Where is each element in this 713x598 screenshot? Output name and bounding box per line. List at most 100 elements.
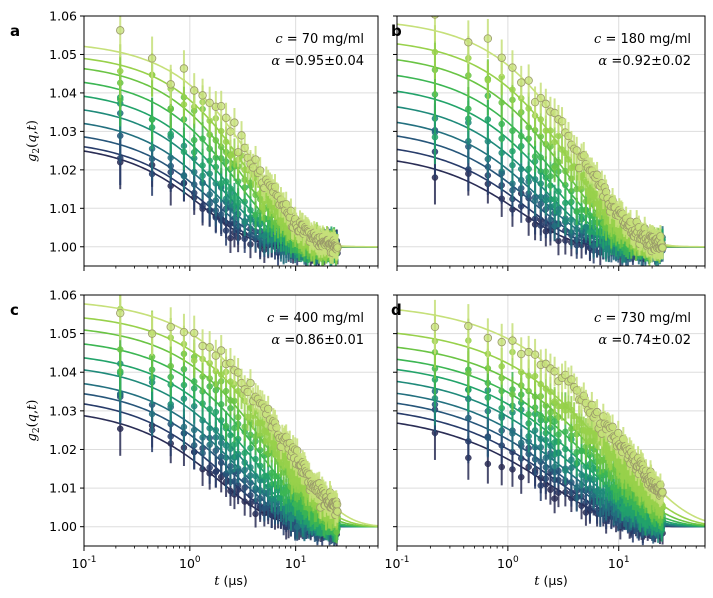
- data-point: [484, 116, 492, 123]
- data-point: [180, 172, 188, 180]
- plot-area: [84, 295, 378, 546]
- data-point: [234, 199, 242, 206]
- y-tick-label: 1.04: [49, 365, 77, 380]
- data-point: [590, 242, 597, 249]
- data-point: [180, 101, 188, 108]
- data-point: [222, 422, 230, 430]
- data-point: [167, 362, 174, 370]
- data-point: [547, 486, 554, 494]
- y-axis: [393, 15, 397, 248]
- x-axis: [83, 266, 379, 271]
- data-point: [658, 243, 667, 252]
- data-point: [572, 146, 581, 155]
- data-point: [586, 505, 594, 512]
- data-point: [517, 439, 525, 447]
- data-point: [199, 162, 206, 169]
- data-point: [241, 218, 248, 226]
- data-point: [555, 188, 562, 195]
- annotation-alpha: α =0.86±0.01: [271, 333, 364, 348]
- data-point: [180, 148, 188, 156]
- panel-b: b c = 180 mg/ml α =0.92±0.02: [391, 15, 706, 271]
- data-point: [205, 343, 214, 352]
- data-point: [116, 26, 125, 35]
- data-point: [562, 167, 569, 175]
- data-point: [247, 206, 254, 214]
- data-point: [147, 54, 157, 63]
- data-point: [568, 216, 575, 223]
- data-point: [230, 118, 239, 127]
- panel-letter: a: [10, 22, 20, 40]
- series-9: [116, 295, 342, 527]
- data-point: [199, 135, 206, 142]
- data-point: [147, 329, 157, 338]
- data-point: [222, 178, 230, 185]
- y-axis: 1.00 1.01 1.02 1.03 1.04 1.05 1.06: [49, 288, 84, 534]
- data-point: [497, 53, 506, 62]
- data-point: [212, 426, 220, 434]
- data-point: [517, 78, 526, 87]
- data-point: [167, 130, 174, 138]
- data-point: [198, 91, 207, 100]
- data-point: [252, 455, 259, 463]
- axes-frame: [83, 294, 379, 547]
- data-point: [498, 99, 505, 106]
- data-point: [116, 67, 124, 75]
- x-tick-label: 100: [179, 555, 201, 571]
- data-point: [517, 132, 525, 140]
- data-point: [241, 449, 248, 457]
- data-point: [212, 137, 220, 144]
- data-point: [190, 357, 198, 364]
- annotation-concentration: c = 400 mg/ml: [267, 311, 364, 326]
- data-point: [431, 133, 439, 141]
- plot-area: [397, 299, 705, 546]
- data-point: [537, 154, 545, 161]
- data-point: [227, 467, 234, 475]
- data-point: [205, 98, 214, 108]
- data-point: [190, 136, 198, 144]
- data-point: [555, 209, 562, 216]
- data-point: [484, 77, 492, 84]
- data-point: [252, 211, 259, 218]
- data-point: [509, 430, 516, 437]
- data-point: [231, 397, 238, 405]
- y-tick-label: 1.02: [49, 442, 77, 457]
- x-tick-label: 101: [285, 555, 307, 571]
- data-point: [531, 215, 539, 222]
- data-point: [217, 401, 225, 408]
- data-point: [148, 410, 156, 418]
- annotation-concentration: c = 70 mg/ml: [275, 32, 364, 47]
- series-9: [116, 16, 342, 265]
- data-point: [525, 105, 532, 112]
- panel-letter: c: [10, 301, 19, 319]
- plot-area: [84, 16, 378, 266]
- data-point: [180, 423, 188, 431]
- data-point: [246, 378, 255, 388]
- data-point: [517, 165, 525, 173]
- data-point: [222, 138, 230, 145]
- data-point: [562, 149, 569, 157]
- data-point: [509, 86, 516, 93]
- data-point: [206, 405, 213, 413]
- annotation-alpha: α =0.95±0.04: [271, 54, 364, 69]
- data-point: [206, 464, 213, 471]
- data-point: [586, 228, 594, 236]
- data-point: [524, 76, 533, 85]
- data-point: [573, 484, 580, 491]
- data-point: [199, 202, 206, 210]
- data-point: [498, 120, 505, 128]
- data-point: [547, 127, 554, 134]
- data-point: [148, 116, 156, 123]
- data-point: [465, 105, 472, 113]
- panel-a: 1.00 1.01 1.02 1.03 1.04 1.05 1.06 g2(q,t) a c = …: [10, 9, 379, 271]
- axes-frame: [396, 15, 706, 267]
- data-point: [531, 153, 539, 160]
- data-point: [464, 38, 473, 47]
- data-point: [509, 147, 516, 155]
- data-point: [190, 328, 199, 338]
- y-tick-label: 1.01: [49, 481, 77, 496]
- data-point: [531, 197, 539, 204]
- data-point: [333, 243, 342, 252]
- data-point: [247, 464, 254, 471]
